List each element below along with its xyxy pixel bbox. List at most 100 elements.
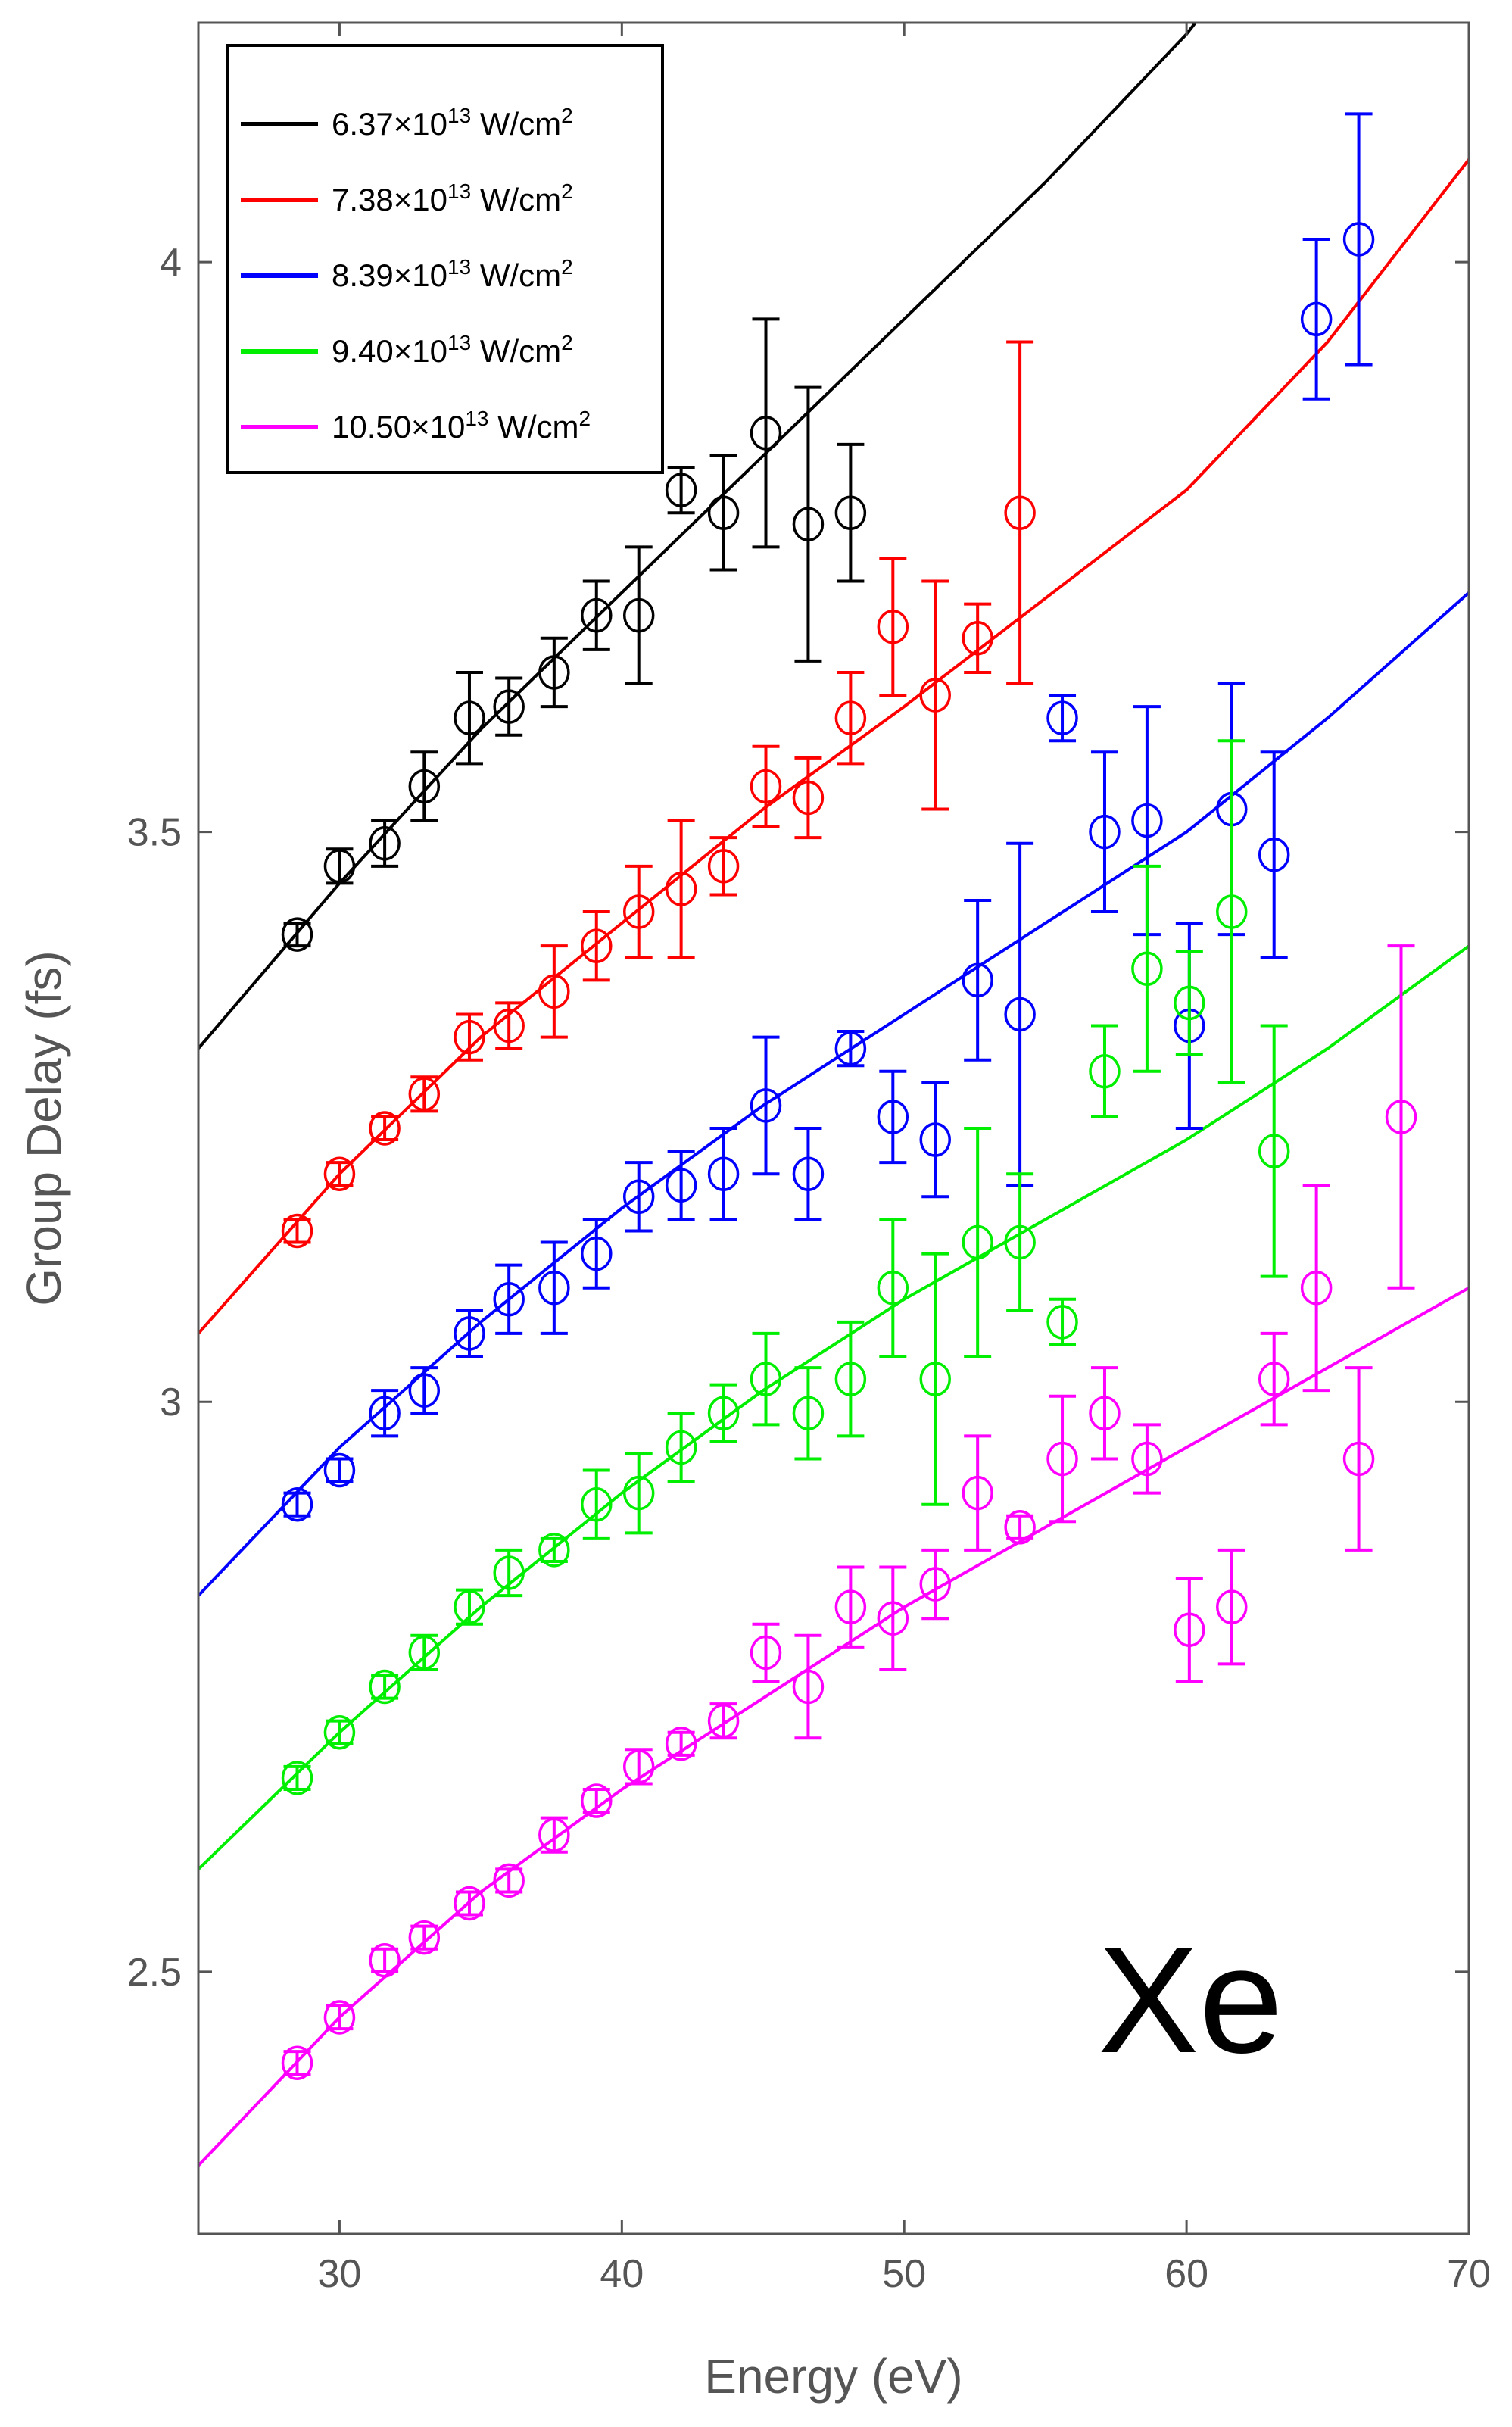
data-point bbox=[408, 750, 441, 822]
data-point bbox=[1258, 1331, 1290, 1427]
point-marker bbox=[665, 872, 697, 906]
data-point bbox=[369, 1389, 401, 1438]
point-marker bbox=[962, 962, 993, 998]
point-marker bbox=[1300, 1270, 1333, 1306]
point-marker bbox=[750, 769, 782, 804]
data-point bbox=[1089, 1024, 1121, 1118]
point-marker bbox=[369, 1396, 401, 1431]
point-marker bbox=[454, 1589, 485, 1624]
point-marker bbox=[834, 495, 867, 530]
x-tick-label: 30 bbox=[318, 2252, 362, 2296]
point-marker bbox=[408, 1635, 441, 1671]
legend-legend-exp: 13 bbox=[465, 407, 488, 430]
point-marker bbox=[281, 1213, 313, 1249]
data-point bbox=[622, 1451, 655, 1535]
point-marker bbox=[665, 473, 697, 507]
point-marker bbox=[408, 1373, 441, 1408]
point-marker bbox=[323, 1156, 356, 1191]
point-marker bbox=[1131, 1441, 1163, 1477]
axis-ticks: 30 40 50 60 70 2.5 3 3.5 4 bbox=[127, 23, 1491, 2296]
point-marker bbox=[792, 780, 825, 816]
point-marker bbox=[750, 1635, 782, 1671]
data-point bbox=[581, 910, 613, 982]
xe-annotation: Xe bbox=[1098, 1916, 1283, 2085]
point-marker bbox=[1004, 1510, 1036, 1545]
point-marker bbox=[792, 1669, 825, 1705]
point-marker bbox=[834, 1362, 867, 1396]
data-point bbox=[408, 1633, 441, 1671]
data-point bbox=[1174, 1577, 1205, 1683]
data-point bbox=[493, 1263, 525, 1335]
data-point bbox=[538, 636, 570, 709]
point-marker bbox=[622, 1749, 655, 1784]
data-point bbox=[1046, 694, 1078, 743]
point-marker bbox=[369, 1669, 401, 1705]
plot-frame bbox=[197, 21, 1470, 2235]
point-marker bbox=[1174, 985, 1205, 1021]
point-marker bbox=[792, 507, 825, 542]
point-marker bbox=[1342, 222, 1375, 257]
data-point bbox=[323, 1156, 356, 1191]
point-marker bbox=[834, 1031, 867, 1066]
data-point bbox=[493, 1863, 525, 1898]
data-point bbox=[622, 1748, 655, 1786]
data-point bbox=[281, 1213, 313, 1249]
data-point bbox=[581, 579, 613, 651]
legend-legend-unit-exp: 2 bbox=[561, 331, 573, 354]
data-point bbox=[1342, 112, 1375, 367]
point-marker bbox=[538, 1533, 570, 1568]
data-point bbox=[877, 1069, 909, 1165]
point-marker bbox=[581, 597, 613, 633]
legend-legend-value: 8.39×10 bbox=[332, 257, 447, 293]
data-point bbox=[792, 1127, 825, 1221]
data-point bbox=[834, 670, 867, 766]
data-point bbox=[750, 1622, 782, 1683]
point-marker bbox=[1258, 1134, 1290, 1168]
point-marker bbox=[707, 1156, 740, 1191]
data-point bbox=[408, 1920, 441, 1955]
data-point bbox=[622, 1161, 655, 1233]
data-point bbox=[323, 1714, 356, 1750]
point-marker bbox=[1342, 1441, 1375, 1477]
y-axis-label: Group Delay (fs) bbox=[17, 950, 71, 1306]
legend-legend-exp: 13 bbox=[447, 331, 471, 354]
point-marker bbox=[581, 1236, 613, 1271]
data-point bbox=[707, 1383, 740, 1443]
point-marker bbox=[493, 1555, 525, 1590]
point-marker bbox=[622, 1475, 655, 1511]
legend-entry: 8.39×1013 W/cm2 bbox=[241, 255, 573, 293]
y-tick-label: 3.5 bbox=[127, 811, 182, 855]
data-point bbox=[281, 1486, 313, 1522]
data-point bbox=[369, 1111, 401, 1146]
data-point bbox=[919, 1548, 951, 1621]
point-marker bbox=[454, 700, 485, 735]
data-point bbox=[1089, 1366, 1121, 1461]
point-marker bbox=[877, 1601, 909, 1636]
data-point bbox=[538, 1816, 570, 1854]
data-point bbox=[792, 1633, 825, 1740]
data-point bbox=[1300, 1184, 1333, 1393]
point-marker bbox=[408, 1077, 441, 1112]
legend-label: 8.39×1013 W/cm2 bbox=[332, 255, 573, 293]
point-marker bbox=[622, 1179, 655, 1215]
data-point bbox=[408, 1075, 441, 1113]
data-point bbox=[581, 1468, 613, 1540]
fit-line bbox=[197, 944, 1470, 1870]
data-point bbox=[281, 2045, 313, 2080]
data-point bbox=[454, 1309, 485, 1359]
data-point bbox=[1385, 944, 1417, 1290]
point-marker bbox=[707, 1703, 740, 1739]
point-marker bbox=[408, 769, 441, 804]
point-marker bbox=[581, 1783, 613, 1818]
x-tick-label: 50 bbox=[882, 2252, 926, 2296]
legend-label: 7.38×1013 W/cm2 bbox=[332, 179, 573, 217]
data-point bbox=[834, 1320, 867, 1438]
data-point bbox=[1216, 739, 1248, 1084]
point-marker bbox=[1089, 814, 1121, 850]
data-point bbox=[323, 847, 356, 885]
data-point bbox=[665, 466, 697, 515]
data-point bbox=[1258, 750, 1290, 959]
y-tick-label: 3 bbox=[160, 1380, 182, 1424]
data-point bbox=[792, 1366, 825, 1461]
